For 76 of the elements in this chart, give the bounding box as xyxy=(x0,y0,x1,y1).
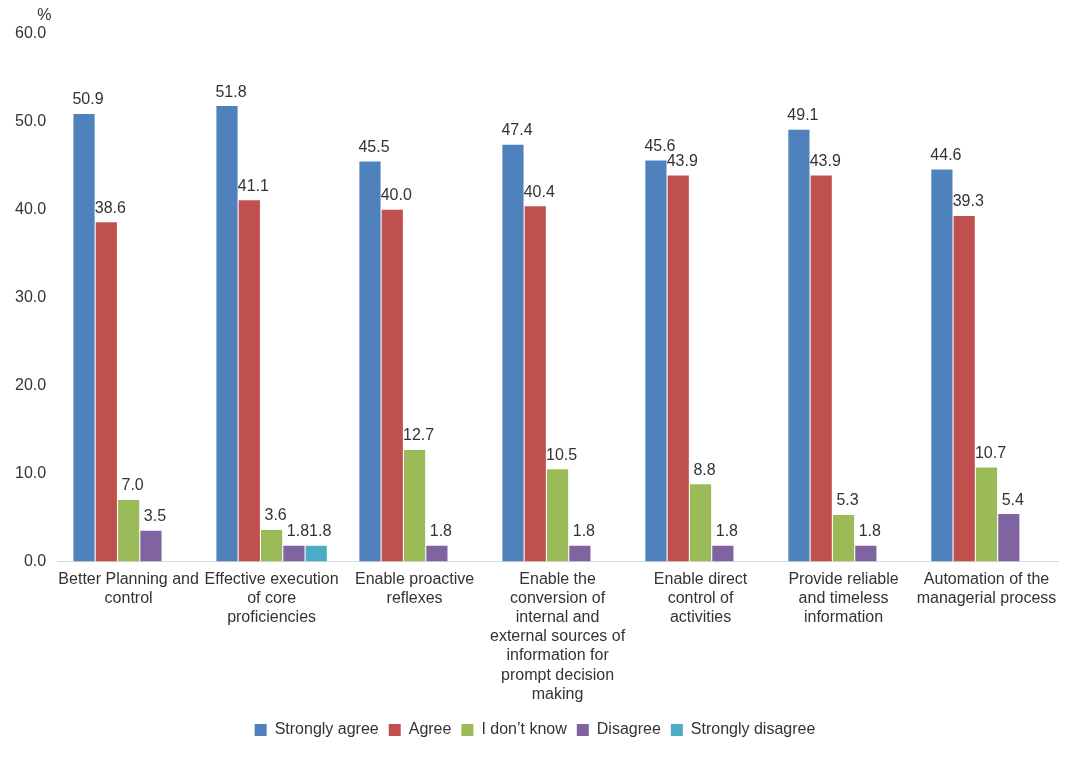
x-tick-label: Enable the conversion of internal and external sources of information for prompt decision making xyxy=(489,569,626,702)
data-label: 1.8 xyxy=(858,522,882,540)
bar xyxy=(502,144,524,562)
bar xyxy=(238,200,260,562)
bar xyxy=(73,114,95,562)
bar xyxy=(381,209,403,562)
legend-label: I don’t know xyxy=(481,720,568,738)
bar xyxy=(305,545,327,562)
bar xyxy=(546,469,569,562)
data-label: 1.8 xyxy=(429,522,453,540)
legend-label: Strongly agree xyxy=(274,720,379,738)
x-tick-label: Better Planning and control xyxy=(58,569,199,606)
bar xyxy=(645,160,667,562)
data-label: 5.3 xyxy=(836,491,859,509)
bar xyxy=(524,206,546,562)
data-label: 47.4 xyxy=(501,121,533,139)
bar xyxy=(832,515,855,562)
data-label: 1.8 xyxy=(715,522,739,540)
bar xyxy=(788,129,810,562)
data-label: 45.5 xyxy=(358,137,390,155)
bar xyxy=(810,175,832,562)
y-tick-label: 20.0 xyxy=(15,376,47,394)
y-tick-label: 50.0 xyxy=(15,112,47,130)
bar xyxy=(855,545,877,562)
y-tick-label: 40.0 xyxy=(15,200,47,218)
bar xyxy=(953,216,975,562)
y-tick-label: 30.0 xyxy=(15,288,47,306)
x-tick-label: Automation of the managerial process xyxy=(916,569,1057,606)
data-label: 10.5 xyxy=(546,445,578,463)
data-label: 51.8 xyxy=(215,82,247,100)
bar xyxy=(359,161,381,562)
bar xyxy=(118,500,140,562)
data-label: 3.6 xyxy=(264,506,287,524)
data-label: 49.1 xyxy=(787,106,819,124)
bar xyxy=(998,514,1020,562)
data-label: 38.6 xyxy=(94,198,126,216)
bar xyxy=(931,169,953,562)
data-label: 1.8 xyxy=(572,522,596,540)
legend-label: Agree xyxy=(408,720,452,738)
y-axis-title: % xyxy=(37,6,52,24)
data-label: 12.7 xyxy=(403,426,435,444)
data-label: 5.4 xyxy=(1001,490,1025,508)
bar xyxy=(404,449,426,562)
bar xyxy=(426,545,448,562)
bar xyxy=(283,545,305,562)
data-label: 1.8 xyxy=(309,522,332,540)
data-label: 43.9 xyxy=(809,151,841,169)
bar xyxy=(689,484,712,562)
data-label: 39.3 xyxy=(952,192,984,210)
x-tick-label: Enable proactive reflexes xyxy=(355,569,475,606)
data-label: 10.7 xyxy=(974,443,1007,461)
x-tick-label: Effective execution of core proficiencies xyxy=(204,569,339,626)
bar xyxy=(712,545,734,562)
data-label: 41.1 xyxy=(237,176,269,194)
legend-label: Strongly disagree xyxy=(690,720,816,738)
bar xyxy=(95,222,117,562)
y-tick-label: 60.0 xyxy=(15,24,47,42)
bar xyxy=(216,106,238,562)
data-label: 40.0 xyxy=(380,186,412,204)
legend-label: Disagree xyxy=(596,720,661,738)
bar xyxy=(667,175,689,562)
bar xyxy=(261,529,283,562)
data-label: 8.8 xyxy=(693,460,716,478)
data-label: 7.0 xyxy=(121,476,144,494)
data-label: 40.4 xyxy=(523,182,555,200)
data-label: 3.5 xyxy=(143,507,167,525)
bar xyxy=(569,545,591,562)
data-label: 44.6 xyxy=(930,145,962,163)
y-tick-label: 0.0 xyxy=(23,552,47,570)
y-tick-label: 10.0 xyxy=(15,464,47,482)
data-label: 50.9 xyxy=(72,90,104,108)
data-label: 1.8 xyxy=(286,522,310,540)
x-tick-label: Provide reliable and timeless information xyxy=(788,569,899,626)
x-tick-label: Enable direct control of activities xyxy=(653,569,748,626)
bar xyxy=(140,530,162,562)
bar xyxy=(975,467,998,562)
